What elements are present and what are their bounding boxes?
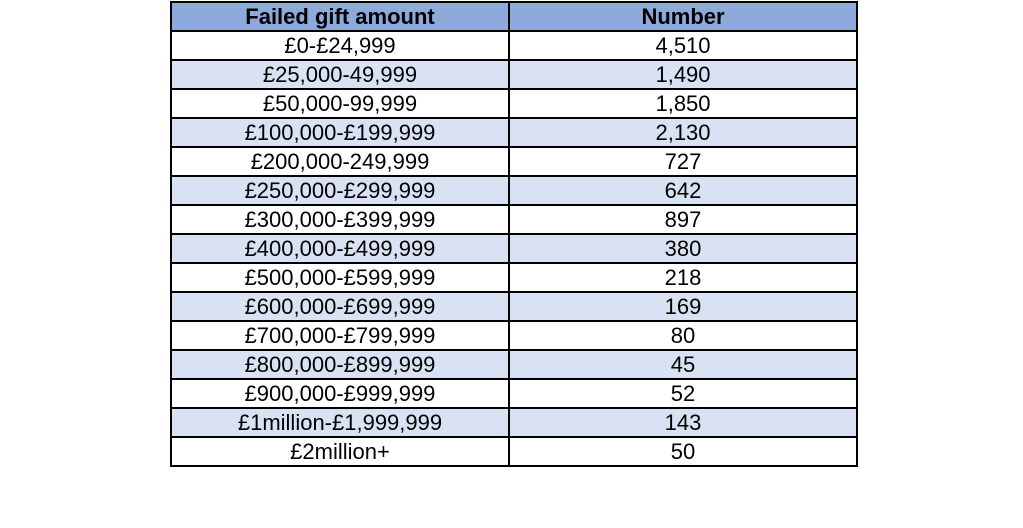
cell-gift-amount: £500,000-£599,999 xyxy=(170,262,510,293)
cell-number: 1,850 xyxy=(508,88,858,119)
cell-gift-amount: £600,000-£699,999 xyxy=(170,291,510,322)
table-row: £900,000-£999,999 52 xyxy=(170,378,858,409)
cell-gift-amount: £700,000-£799,999 xyxy=(170,320,510,351)
table-row: £1million-£1,999,999 143 xyxy=(170,407,858,438)
table-row: £600,000-£699,999 169 xyxy=(170,291,858,322)
cell-number: 897 xyxy=(508,204,858,235)
header-number: Number xyxy=(508,1,858,32)
table-row: £300,000-£399,999 897 xyxy=(170,204,858,235)
cell-number: 52 xyxy=(508,378,858,409)
table-body: £0-£24,999 4,510 £25,000-49,999 1,490 £50,00… xyxy=(170,30,858,467)
header-failed-gift-amount: Failed gift amount xyxy=(170,1,510,32)
cell-number: 50 xyxy=(508,436,858,467)
cell-gift-amount: £900,000-£999,999 xyxy=(170,378,510,409)
cell-gift-amount: £2million+ xyxy=(170,436,510,467)
table-row: £400,000-£499,999 380 xyxy=(170,233,858,264)
table-row: £500,000-£599,999 218 xyxy=(170,262,858,293)
cell-number: 169 xyxy=(508,291,858,322)
cell-gift-amount: £800,000-£899,999 xyxy=(170,349,510,380)
cell-gift-amount: £0-£24,999 xyxy=(170,30,510,61)
table-row: £2million+ 50 xyxy=(170,436,858,467)
cell-number: 218 xyxy=(508,262,858,293)
table-row: £800,000-£899,999 45 xyxy=(170,349,858,380)
failed-gift-table-container: Failed gift amount Number £0-£24,999 4,51… xyxy=(170,1,858,467)
table-row: £25,000-49,999 1,490 xyxy=(170,59,858,90)
cell-number: 4,510 xyxy=(508,30,858,61)
cell-number: 727 xyxy=(508,146,858,177)
cell-number: 45 xyxy=(508,349,858,380)
cell-gift-amount: £250,000-£299,999 xyxy=(170,175,510,206)
table-header-row: Failed gift amount Number xyxy=(170,1,858,32)
cell-number: 380 xyxy=(508,233,858,264)
table-row: £700,000-£799,999 80 xyxy=(170,320,858,351)
cell-number: 143 xyxy=(508,407,858,438)
table-row: £0-£24,999 4,510 xyxy=(170,30,858,61)
cell-number: 642 xyxy=(508,175,858,206)
cell-number: 1,490 xyxy=(508,59,858,90)
cell-gift-amount: £100,000-£199,999 xyxy=(170,117,510,148)
cell-gift-amount: £300,000-£399,999 xyxy=(170,204,510,235)
table-row: £250,000-£299,999 642 xyxy=(170,175,858,206)
cell-gift-amount: £400,000-£499,999 xyxy=(170,233,510,264)
cell-number: 80 xyxy=(508,320,858,351)
cell-gift-amount: £50,000-99,999 xyxy=(170,88,510,119)
cell-gift-amount: £1million-£1,999,999 xyxy=(170,407,510,438)
cell-gift-amount: £200,000-249,999 xyxy=(170,146,510,177)
cell-number: 2,130 xyxy=(508,117,858,148)
table-row: £100,000-£199,999 2,130 xyxy=(170,117,858,148)
failed-gift-table: Failed gift amount Number £0-£24,999 4,51… xyxy=(170,1,858,467)
table-row: £200,000-249,999 727 xyxy=(170,146,858,177)
cell-gift-amount: £25,000-49,999 xyxy=(170,59,510,90)
table-row: £50,000-99,999 1,850 xyxy=(170,88,858,119)
